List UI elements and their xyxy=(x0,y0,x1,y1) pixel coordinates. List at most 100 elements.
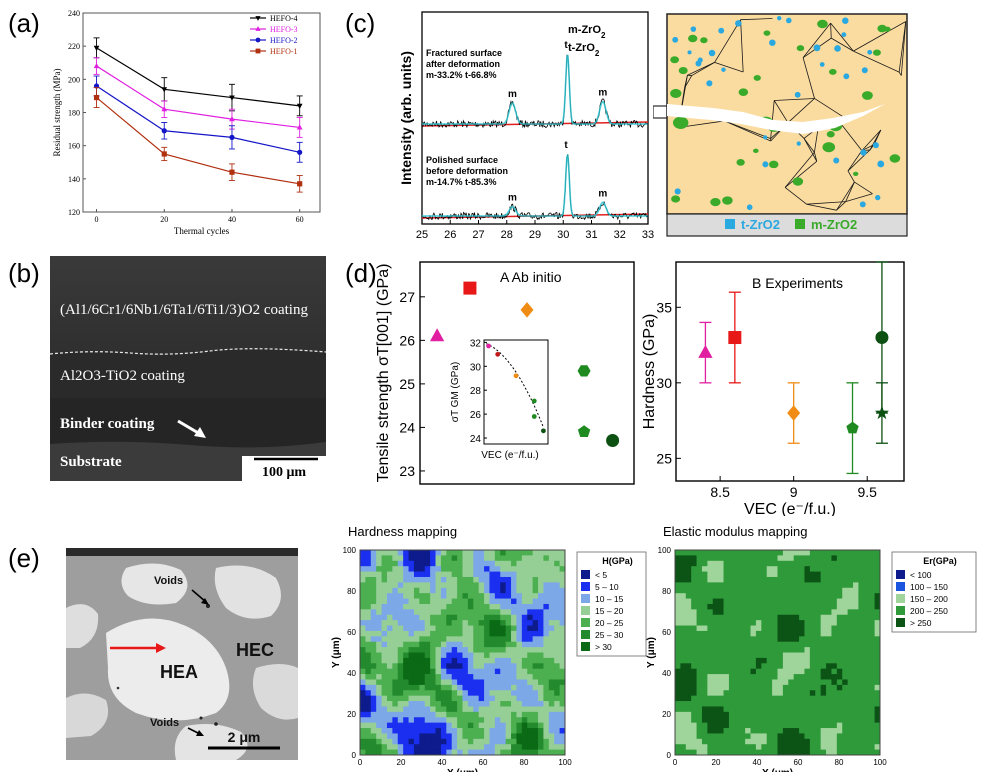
map-cell xyxy=(831,738,838,745)
map-cell xyxy=(430,647,436,653)
map-cell xyxy=(782,728,789,734)
map-cell xyxy=(718,560,724,567)
map-cell xyxy=(548,701,555,707)
map-cell xyxy=(675,652,681,659)
y-axis-label: Y (μm) xyxy=(646,637,657,668)
map-cell xyxy=(462,706,469,713)
map-cell xyxy=(543,555,550,562)
map-cell xyxy=(696,576,703,583)
map-cell xyxy=(430,593,436,599)
map-cell xyxy=(782,609,789,616)
map-cell xyxy=(403,722,409,729)
map-cell xyxy=(467,663,474,670)
map-cell xyxy=(799,625,805,632)
map-cell xyxy=(360,620,366,626)
schematic-legend-bar xyxy=(666,213,908,237)
map-cell xyxy=(500,598,507,605)
map-cell xyxy=(403,555,409,562)
map-cell xyxy=(370,695,377,702)
map-cell xyxy=(691,609,697,616)
map-cell xyxy=(478,614,485,621)
map-cell xyxy=(858,555,865,562)
map-cell xyxy=(543,749,550,756)
map-cell xyxy=(723,701,730,707)
map-cell xyxy=(723,652,730,659)
t-zro2-particle xyxy=(842,17,849,24)
map-cell xyxy=(755,555,762,562)
map-cell xyxy=(836,674,843,680)
map-cell xyxy=(869,701,875,707)
map-cell xyxy=(440,674,447,680)
map-cell xyxy=(381,744,388,750)
map-cell xyxy=(863,695,870,702)
map-cell xyxy=(457,587,463,594)
map-cell xyxy=(766,625,773,632)
map-cell xyxy=(413,652,420,659)
map-cell xyxy=(457,560,463,567)
map-cell xyxy=(408,744,415,750)
map-cell xyxy=(701,717,708,724)
map-cell xyxy=(511,630,517,637)
map-cell xyxy=(392,603,399,610)
map-cell xyxy=(691,690,697,697)
legend-swatch xyxy=(896,618,905,627)
map-cell xyxy=(446,711,453,718)
map-cell xyxy=(685,652,692,659)
map-cell xyxy=(707,674,714,680)
map-cell xyxy=(467,566,474,572)
map-cell xyxy=(696,690,703,697)
map-cell xyxy=(788,576,795,583)
grain-boundary xyxy=(847,150,863,172)
map-cell xyxy=(691,593,697,599)
map-cell xyxy=(874,657,881,664)
t-zro2-particle xyxy=(674,188,681,195)
map-cell xyxy=(430,550,436,556)
map-cell xyxy=(718,555,724,562)
map-cell xyxy=(392,668,399,675)
map-cell xyxy=(858,706,865,713)
map-cell xyxy=(516,668,523,675)
map-cell xyxy=(451,593,458,599)
map-cell xyxy=(446,738,453,745)
map-cell xyxy=(500,641,507,648)
m-zro2-particle xyxy=(796,45,805,52)
data-point xyxy=(577,425,591,438)
map-cell xyxy=(548,717,555,724)
map-cell xyxy=(381,668,388,675)
map-cell xyxy=(696,717,703,724)
map-cell xyxy=(403,625,409,632)
x-tick-label: 26 xyxy=(444,229,456,241)
map-cell xyxy=(793,625,800,632)
data-point xyxy=(93,45,100,51)
map-cell xyxy=(799,706,805,713)
map-cell xyxy=(815,576,822,583)
panel-tag-c: (c) xyxy=(345,8,376,38)
map-cell xyxy=(739,695,746,702)
map-cell xyxy=(869,668,875,675)
map-cell xyxy=(478,674,485,680)
map-cell xyxy=(538,555,544,562)
map-cell xyxy=(820,722,827,729)
map-cell xyxy=(847,690,854,697)
data-point xyxy=(577,365,591,377)
map-cell xyxy=(723,690,730,697)
map-cell xyxy=(451,576,458,583)
map-cell xyxy=(869,652,875,659)
map-cell xyxy=(505,630,512,637)
map-cell xyxy=(376,722,382,729)
map-cell xyxy=(467,614,474,621)
map-cell xyxy=(386,674,393,680)
map-cell xyxy=(360,647,366,653)
map-cell xyxy=(413,571,420,578)
map-cell xyxy=(745,647,751,653)
map-cell xyxy=(500,625,507,632)
map-cell xyxy=(457,695,463,702)
map-cell xyxy=(435,625,442,632)
map-cell xyxy=(451,695,458,702)
map-cell xyxy=(451,555,458,562)
phase-fit xyxy=(422,154,648,217)
void xyxy=(214,722,218,726)
map-cell xyxy=(360,744,366,750)
map-cell xyxy=(853,701,859,707)
y-tick-label: 200 xyxy=(68,75,80,84)
